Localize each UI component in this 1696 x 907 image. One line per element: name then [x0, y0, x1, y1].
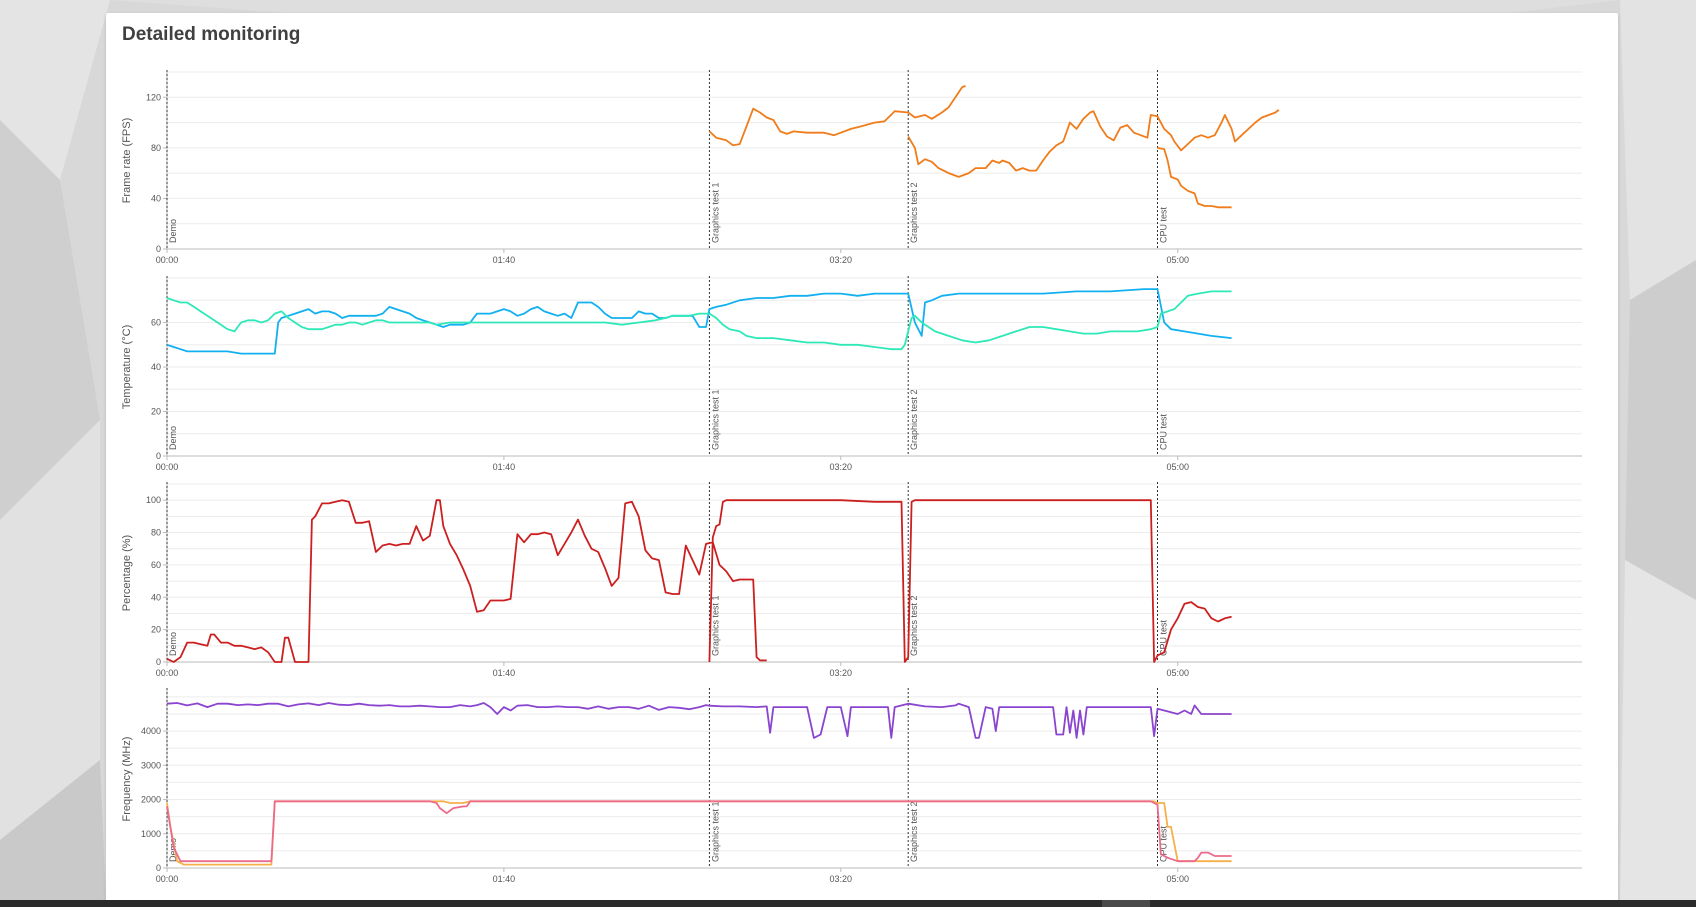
y-tick-label: 20: [151, 407, 161, 417]
test-marker-label: Graphics test 2: [909, 389, 919, 450]
y-tick-label: 0: [156, 451, 161, 461]
x-tick-label: 00:00: [156, 668, 179, 678]
x-tick-label: 01:40: [493, 668, 516, 678]
y-tick-label: 60: [151, 318, 161, 328]
test-marker-label: Demo: [168, 838, 178, 862]
test-marker-label: CPU test: [1159, 825, 1169, 862]
series-line: [166, 288, 1232, 355]
y-tick-label: 100: [146, 495, 161, 505]
y-tick-label: 0: [156, 657, 161, 667]
y-axis-label: Frequency (MHz): [121, 737, 133, 822]
y-tick-label: 80: [151, 528, 161, 538]
x-tick-label: 03:20: [830, 668, 853, 678]
y-tick-label: 20: [151, 625, 161, 635]
y-axis-label: Percentage (%): [121, 535, 133, 611]
test-marker-label: Graphics test 2: [909, 182, 919, 243]
y-tick-label: 0: [156, 863, 161, 873]
bottom-bar: [0, 900, 1696, 907]
test-marker-label: Graphics test 1: [710, 389, 720, 450]
test-marker-label: Graphics test 1: [710, 182, 720, 243]
y-tick-label: 0: [156, 244, 161, 254]
x-tick-label: 01:40: [493, 462, 516, 472]
y-tick-label: 80: [151, 143, 161, 153]
series-line: [166, 800, 1232, 866]
x-tick-label: 05:00: [1166, 874, 1189, 884]
y-tick-label: 120: [146, 92, 161, 102]
x-tick-label: 03:20: [830, 462, 853, 472]
y-tick-label: 40: [151, 193, 161, 203]
y-axis-label: Temperature (°C): [121, 325, 133, 409]
x-tick-label: 01:40: [493, 874, 516, 884]
test-marker-label: CPU test: [1159, 206, 1169, 243]
monitoring-card: Detailed monitoring: [106, 13, 1618, 903]
y-tick-label: 4000: [141, 726, 161, 736]
test-marker-label: Graphics test 2: [909, 801, 919, 862]
page-title: Detailed monitoring: [122, 24, 301, 45]
series-line: [166, 290, 1232, 351]
test-marker-label: CPU test: [1159, 413, 1169, 450]
x-tick-label: 05:00: [1166, 668, 1189, 678]
test-marker-label: CPU test: [1159, 619, 1169, 656]
test-marker-label: Graphics test 1: [710, 595, 720, 656]
x-tick-label: 00:00: [156, 874, 179, 884]
x-tick-label: 03:20: [830, 255, 853, 265]
y-tick-label: 3000: [141, 760, 161, 770]
x-tick-label: 05:00: [1166, 255, 1189, 265]
series-line: [166, 702, 1232, 739]
y-tick-label: 40: [151, 592, 161, 602]
test-marker-label: Demo: [168, 219, 178, 243]
x-tick-label: 00:00: [156, 255, 179, 265]
x-tick-label: 01:40: [493, 255, 516, 265]
y-tick-label: 1000: [141, 829, 161, 839]
y-tick-label: 2000: [141, 795, 161, 805]
y-tick-label: 60: [151, 560, 161, 570]
test-marker-label: Graphics test 1: [710, 801, 720, 862]
x-tick-label: 03:20: [830, 874, 853, 884]
test-marker-label: Demo: [168, 426, 178, 450]
test-marker-label: Demo: [168, 632, 178, 656]
bottom-bar-segment: [1102, 900, 1150, 907]
x-tick-label: 00:00: [156, 462, 179, 472]
series-line: [166, 800, 1232, 863]
series-line: [166, 499, 1232, 663]
series-line: [708, 85, 1280, 209]
y-axis-label: Frame rate (FPS): [121, 118, 133, 204]
x-tick-label: 05:00: [1166, 462, 1189, 472]
y-tick-label: 40: [151, 362, 161, 372]
test-marker-label: Graphics test 2: [909, 595, 919, 656]
